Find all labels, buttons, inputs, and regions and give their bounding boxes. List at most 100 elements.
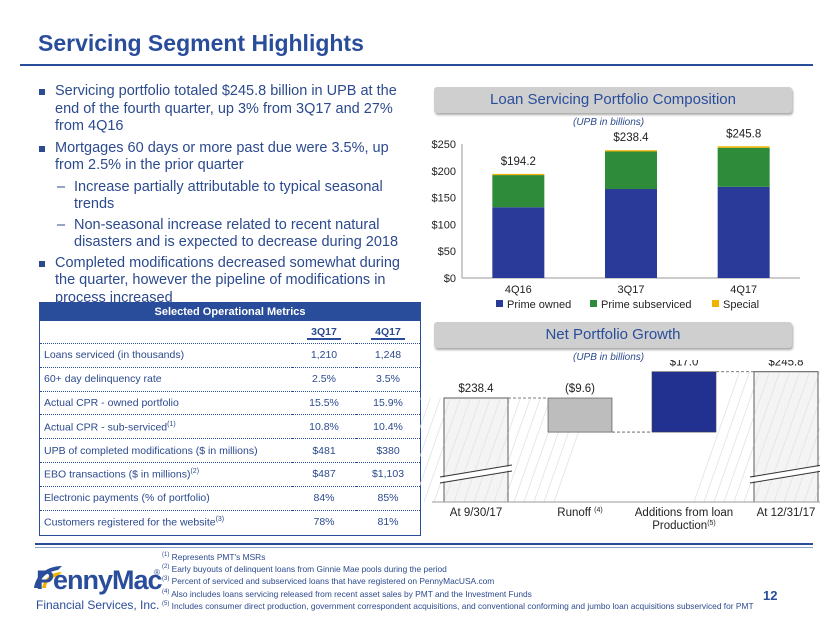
footer-divider-thin (35, 547, 813, 548)
metric-value-4q17: $380 (356, 439, 420, 463)
bullet-modifications: Completed modifications decreased somewh… (37, 255, 415, 308)
composition-chart-subtitle: (UPB in billions) (573, 117, 644, 128)
metric-value-4q17: 15.9% (356, 391, 420, 415)
bar-prime-owned-4q17 (718, 187, 770, 278)
x-tick-label: 3Q17 (618, 284, 645, 296)
waterfall-value-label: $245.8 (768, 360, 803, 369)
metric-value-3q17: 84% (292, 486, 356, 510)
metrics-row: Actual CPR - sub-serviced(1)10.8%10.4% (40, 415, 420, 439)
metrics-header-row: 3Q17 4Q17 (40, 321, 420, 344)
footnote-number: (2) (162, 564, 169, 570)
metric-label: Actual CPR - owned portfolio (44, 397, 179, 409)
waterfall-category-label: Runoff (4) (557, 507, 602, 519)
hatch-line (420, 398, 430, 502)
bar-total-label: $194.2 (501, 156, 536, 168)
metric-value-3q17: 2.5% (292, 367, 356, 391)
metric-label: 60+ day delinquency rate (44, 373, 162, 385)
page-title: Servicing Segment Highlights (38, 30, 364, 57)
bar-prime-subserviced-4q16 (492, 175, 544, 207)
metric-footnote-ref: (3) (216, 516, 225, 523)
metric-label: EBO transactions ($ in millions) (44, 469, 190, 481)
footer-divider (35, 543, 813, 545)
title-divider (20, 64, 813, 66)
waterfall-value-label: $17.0 (670, 360, 699, 369)
legend-label: Prime subserviced (601, 299, 691, 311)
hatch-line (504, 398, 540, 502)
footnote-text: Early buyouts of delinquent loans from G… (172, 564, 447, 574)
footnote: (4) Also includes loans servicing releas… (162, 587, 762, 599)
y-tick-label: $0 (444, 273, 456, 285)
metric-value-4q17: 81% (356, 510, 420, 533)
growth-chart-title: Net Portfolio Growth (434, 322, 792, 348)
metrics-row: EBO transactions ($ in millions)(2) $487$… (40, 462, 420, 486)
logo-registered: ® (154, 568, 160, 577)
bullet-portfolio: Servicing portfolio totaled $245.8 billi… (37, 83, 415, 136)
metric-value-3q17: 78% (292, 510, 356, 533)
bar-special-4q17 (718, 146, 770, 148)
metric-value-3q17: $481 (292, 439, 356, 463)
waterfall-additions-bar (652, 372, 716, 432)
metrics-row: 60+ day delinquency rate 2.5%3.5% (40, 367, 420, 391)
bar-total-label: $245.8 (726, 128, 761, 140)
metric-label: UPB of completed modifications ($ in mil… (44, 445, 258, 457)
metric-footnote-ref: (2) (190, 468, 199, 475)
metrics-grid: 3Q17 4Q17 Loans serviced (in thousands) 1… (40, 321, 420, 533)
metrics-row: Electronic payments (% of portfolio) 84%8… (40, 486, 420, 510)
y-tick-label: $50 (438, 246, 456, 258)
metric-value-3q17: $487 (292, 462, 356, 486)
legend-swatch (590, 300, 597, 307)
waterfall-category-label: At 9/30/17 (450, 507, 502, 519)
metrics-title: Selected Operational Metrics (40, 303, 420, 321)
waterfall-category-label: At 12/31/17 (757, 507, 816, 519)
footnote-text: Also includes loans servicing released f… (171, 588, 532, 598)
footnote-text: Includes consumer direct production, gov… (172, 601, 754, 611)
bar-prime-owned-4q16 (492, 207, 544, 278)
bar-prime-owned-3q17 (605, 189, 657, 278)
metric-value-4q17: $1,103 (356, 462, 420, 486)
page-number: 12 (763, 588, 777, 603)
metric-label: Actual CPR - sub-serviced (44, 421, 167, 433)
waterfall-bar-body (754, 372, 818, 502)
footnote: (5) Includes consumer direct production,… (162, 599, 762, 611)
footnote-number: (3) (162, 576, 169, 582)
footnote-number: (4) (162, 589, 169, 595)
metric-label: Customers registered for the website (44, 516, 216, 528)
logo-name: PennyMac (36, 565, 162, 596)
logo-subtitle: Financial Services, Inc. (36, 598, 159, 612)
highlights-bullets: Servicing portfolio totaled $245.8 billi… (37, 83, 415, 311)
bar-special-4q16 (492, 174, 544, 175)
footnote: (1) Represents PMT's MSRs (162, 550, 762, 562)
footnote-number: (1) (162, 552, 169, 558)
legend-label: Special (723, 299, 759, 311)
x-tick-label: 4Q16 (505, 284, 532, 296)
bar-prime-subserviced-4q17 (718, 148, 770, 187)
bar-prime-subserviced-3q17 (605, 152, 657, 190)
metric-label: Loans serviced (in thousands) (44, 349, 184, 361)
footnote: (3) Percent of serviced and subserviced … (162, 574, 762, 586)
hatch-line (514, 398, 550, 502)
col-header-3q17: 3Q17 (307, 326, 341, 340)
bar-special-3q17 (605, 150, 657, 151)
footnote-text: Represents PMT's MSRs (172, 552, 266, 562)
bullet-delinquency: Mortgages 60 days or more past due were … (37, 140, 415, 175)
metric-label: Electronic payments (% of portfolio) (44, 492, 210, 504)
legend-label: Prime owned (507, 299, 571, 311)
y-tick-label: $100 (432, 219, 456, 231)
footnote-number: (5) (162, 601, 169, 607)
y-tick-label: $150 (432, 193, 456, 205)
sub-bullet-seasonal: Increase partially attributable to typic… (37, 179, 415, 214)
y-tick-label: $250 (432, 139, 456, 151)
pennymac-logo: PennyMac ® Financial Services, Inc. (28, 560, 168, 620)
metric-value-4q17: 3.5% (356, 367, 420, 391)
metric-value-3q17: 1,210 (292, 344, 356, 368)
operational-metrics-table: Selected Operational Metrics 3Q17 4Q17 L… (39, 302, 421, 536)
metric-value-4q17: 1,248 (356, 344, 420, 368)
footnotes: (1) Represents PMT's MSRs(2) Early buyou… (162, 550, 762, 611)
col-header-4q17: 4Q17 (371, 326, 405, 340)
metric-value-4q17: 85% (356, 486, 420, 510)
metric-footnote-ref: (1) (167, 421, 176, 428)
waterfall-value-label: ($9.6) (565, 383, 595, 395)
